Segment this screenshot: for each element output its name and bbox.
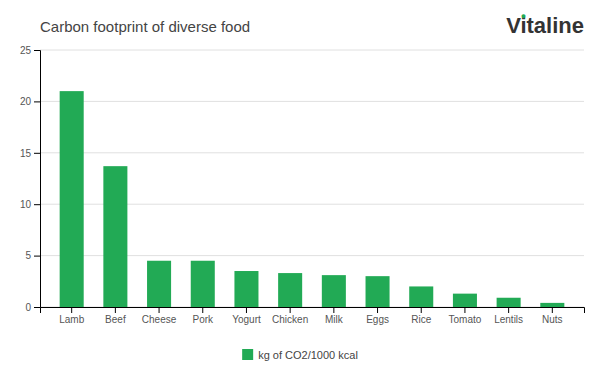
legend-item: kg of CO2/1000 kcal — [242, 349, 358, 361]
y-tick-mark — [34, 307, 40, 308]
bar — [191, 261, 215, 307]
y-tick: 0 — [25, 302, 40, 313]
y-axis: 0 5 10 15 20 25 — [20, 45, 41, 313]
x-tick-label: Milk — [325, 314, 344, 325]
x-tick: Nuts — [542, 307, 563, 325]
x-tick-mark — [71, 307, 72, 313]
legend-label: kg of CO2/1000 kcal — [258, 349, 358, 361]
bar — [103, 166, 127, 307]
grid-line — [40, 101, 584, 102]
grid — [40, 50, 584, 307]
x-axis: Lamb Beef Cheese Pork Yogurt Chicken Milk Eggs R… — [41, 307, 585, 325]
x-tick-label: Lentils — [494, 314, 523, 325]
x-tick: Eggs — [366, 307, 389, 325]
y-tick-mark — [34, 204, 40, 205]
y-tick: 10 — [20, 199, 40, 210]
chart: 0 5 10 15 20 25 Lamb Beef Cheese Pork Yogurt Chicke… — [0, 0, 600, 371]
grid-line — [40, 152, 584, 153]
y-tick-label: 10 — [20, 199, 32, 210]
x-tick: Cheese — [142, 307, 177, 325]
y-tick-mark — [34, 101, 40, 102]
bar — [540, 303, 564, 307]
bar-series — [60, 91, 565, 307]
x-tick: Pork — [192, 307, 214, 325]
x-axis-line — [41, 308, 585, 314]
y-tick: 25 — [20, 45, 40, 56]
bar — [278, 273, 302, 307]
x-tick: Yogurt — [232, 307, 261, 325]
y-tick: 5 — [25, 250, 40, 261]
x-tick-mark — [115, 307, 116, 313]
y-tick: 15 — [20, 148, 40, 159]
x-tick-mark — [552, 307, 553, 313]
y-tick-label: 20 — [20, 96, 32, 107]
x-tick-label: Tomato — [449, 314, 482, 325]
y-tick-label: 0 — [25, 302, 31, 313]
x-tick: Tomato — [449, 307, 482, 325]
x-tick: Lamb — [59, 307, 84, 325]
x-tick-mark — [508, 307, 509, 313]
x-tick-mark — [377, 307, 378, 313]
title: Carbon footprint of diverse food — [40, 18, 250, 35]
x-tick-label: Pork — [192, 314, 214, 325]
y-tick-label: 5 — [25, 250, 31, 261]
y-tick: 20 — [20, 96, 40, 107]
x-tick: Lentils — [494, 307, 523, 325]
x-tick-mark — [202, 307, 203, 313]
legend-swatch — [242, 349, 253, 360]
x-tick-mark — [464, 307, 465, 313]
bar — [453, 294, 477, 307]
x-tick-mark — [246, 307, 247, 313]
x-tick-mark — [290, 307, 291, 313]
x-tick: Milk — [325, 307, 344, 325]
plot-area — [60, 91, 565, 307]
y-tick-label: 15 — [20, 148, 32, 159]
logo-dot: ● — [521, 11, 526, 21]
x-tick-label: Eggs — [366, 314, 389, 325]
x-tick: Chicken — [272, 307, 308, 325]
x-tick-mark — [159, 307, 160, 313]
x-tick-label: Yogurt — [232, 314, 261, 325]
bar — [366, 276, 390, 307]
x-tick-label: Beef — [105, 314, 126, 325]
logo: Vitaline — [506, 13, 584, 38]
x-tick-label: Chicken — [272, 314, 308, 325]
x-tick-mark — [421, 307, 422, 313]
grid-line — [40, 50, 584, 51]
bar — [409, 286, 433, 307]
bar — [60, 91, 84, 307]
x-tick-label: Rice — [411, 314, 431, 325]
y-axis-line — [34, 51, 41, 308]
bar — [234, 271, 258, 307]
x-tick-label: Nuts — [542, 314, 563, 325]
y-tick-mark — [34, 50, 40, 51]
x-tick: Beef — [105, 307, 126, 325]
x-tick-mark — [333, 307, 334, 313]
bar — [322, 275, 346, 307]
x-tick-label: Cheese — [142, 314, 177, 325]
y-tick-mark — [34, 256, 40, 257]
bar — [497, 298, 521, 307]
bar — [147, 261, 171, 307]
x-tick-label: Lamb — [59, 314, 84, 325]
legend: kg of CO2/1000 kcal — [242, 349, 358, 361]
x-tick: Rice — [411, 307, 431, 325]
y-tick-mark — [34, 153, 40, 154]
y-tick-label: 25 — [20, 45, 32, 56]
